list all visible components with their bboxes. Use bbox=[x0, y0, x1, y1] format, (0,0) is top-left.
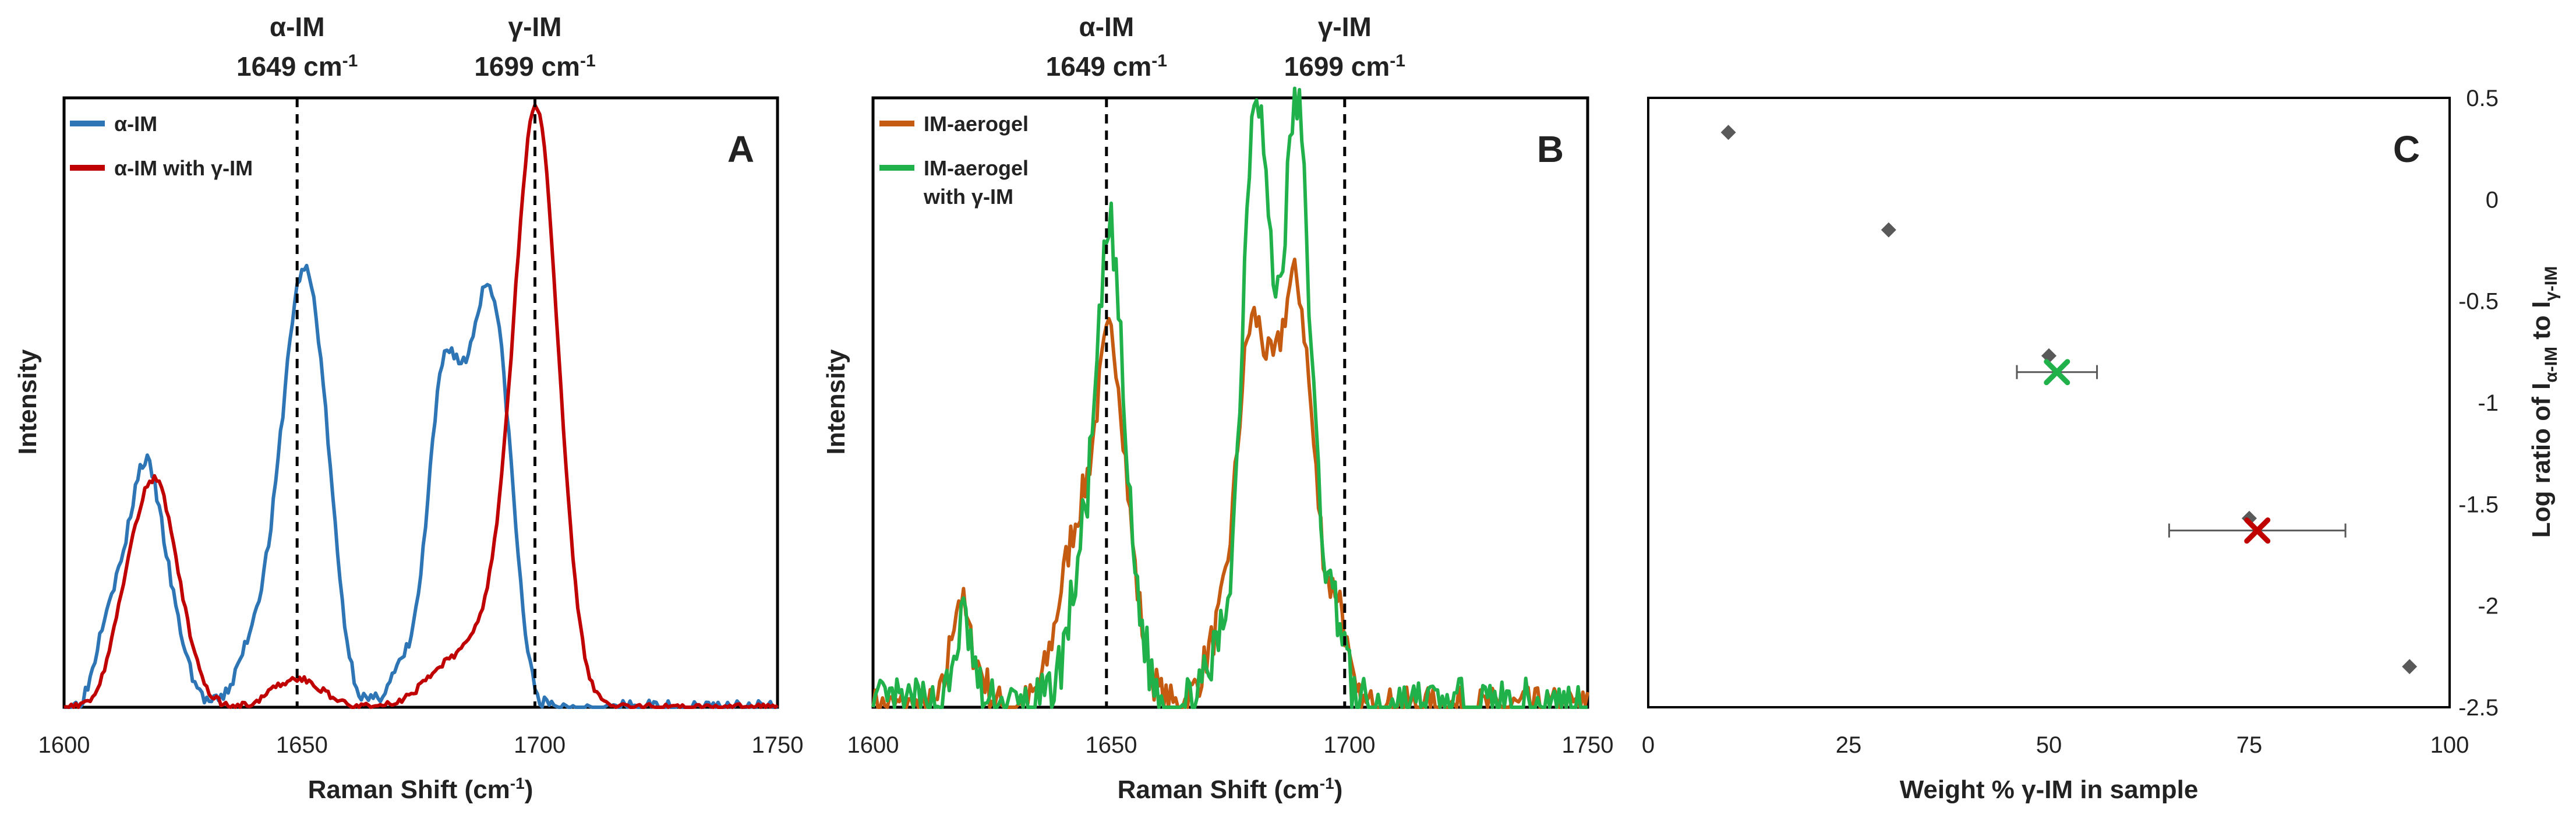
panel-c: 0 25 50 75 100 0.5 0 -0.5 -1 -1.5 -2 -2.5 Weight % … bbox=[1642, 86, 2561, 804]
x-tick-label: 1650 bbox=[276, 732, 328, 758]
sample-point bbox=[2244, 517, 2271, 544]
peak-annotation: α-IM bbox=[1079, 12, 1134, 42]
calibration-point bbox=[2402, 659, 2418, 675]
x-tick-label: 25 bbox=[1836, 732, 1862, 758]
plot-frame bbox=[1647, 97, 2451, 708]
y-tick-label: 0 bbox=[2486, 187, 2499, 213]
series-line bbox=[871, 257, 1589, 709]
x-tick-label: 1750 bbox=[752, 732, 804, 758]
x-tick-label: 1700 bbox=[1324, 732, 1376, 758]
y-tick-label: -2 bbox=[2478, 594, 2499, 619]
peak-annotation: γ-IM bbox=[508, 12, 562, 42]
legend-label: α-IM bbox=[114, 112, 157, 136]
y-tick-label: -1 bbox=[2478, 390, 2499, 416]
legend-label: IM-aerogel bbox=[924, 156, 1029, 180]
x-tick-label: 75 bbox=[2236, 732, 2263, 758]
y-tick-label: -0.5 bbox=[2458, 289, 2499, 315]
plot-frame bbox=[871, 96, 1589, 709]
peak-markers: α-IM 1649 cm-1 γ-IM 1699 cm-1 bbox=[236, 12, 596, 707]
legend: α-IM α-IM with γ-IM bbox=[70, 112, 253, 180]
x-axis-label: Weight % γ-IM in sample bbox=[1900, 775, 2199, 804]
series-line bbox=[63, 103, 779, 709]
plot-frame bbox=[62, 96, 779, 709]
series-line bbox=[64, 263, 778, 709]
legend: IM-aerogel IM-aerogel with γ-IM bbox=[879, 112, 1029, 209]
x-tick-label: 50 bbox=[2036, 732, 2062, 758]
series-line bbox=[871, 86, 1588, 709]
legend-label: with γ-IM bbox=[923, 185, 1013, 209]
panel-label: A bbox=[727, 128, 754, 170]
peak-markers: α-IM 1649 cm-1 γ-IM 1699 cm-1 bbox=[1046, 12, 1405, 707]
y-tick-label: -2.5 bbox=[2458, 695, 2499, 721]
scatter-marks bbox=[1720, 125, 2418, 675]
calibration-point bbox=[1720, 125, 1736, 140]
x-tick-label: 1600 bbox=[38, 732, 90, 758]
x-tick-label: 0 bbox=[1642, 732, 1655, 758]
peak-annotation: γ-IM bbox=[1318, 12, 1372, 42]
y-axis-label: Intensity bbox=[822, 349, 850, 454]
y-tick-label: 0.5 bbox=[2466, 86, 2499, 111]
peak-annotation: 1649 cm-1 bbox=[1046, 51, 1167, 82]
y-axis-label: Log ratio of Iα-IM to Iγ-IM bbox=[2527, 266, 2561, 538]
x-axis-label: Raman Shift (cm-1) bbox=[1118, 774, 1343, 804]
x-tick-label: 1700 bbox=[514, 732, 566, 758]
y-axis-label: Intensity bbox=[13, 349, 42, 454]
x-tick-labels: 1600 1650 1700 1750 bbox=[38, 732, 804, 758]
peak-annotation: 1699 cm-1 bbox=[474, 51, 595, 82]
legend-label: IM-aerogel bbox=[924, 112, 1029, 136]
spectra bbox=[63, 103, 779, 709]
peak-annotation: 1699 cm-1 bbox=[1284, 51, 1405, 82]
legend-label: α-IM with γ-IM bbox=[114, 156, 253, 180]
x-tick-label: 100 bbox=[2430, 732, 2469, 758]
peak-annotation: 1649 cm-1 bbox=[236, 51, 358, 82]
peak-annotation: α-IM bbox=[270, 12, 325, 42]
calibration-point bbox=[1881, 222, 1896, 238]
y-tick-label: -1.5 bbox=[2458, 492, 2499, 517]
panel-label: B bbox=[1537, 128, 1564, 170]
x-axis-label: Raman Shift (cm-1) bbox=[308, 774, 533, 804]
x-tick-label: 1600 bbox=[847, 732, 899, 758]
x-tick-labels: 1600 1650 1700 1750 bbox=[847, 732, 1614, 758]
spectra bbox=[871, 86, 1589, 709]
tick-labels: 0 25 50 75 100 0.5 0 -0.5 -1 -1.5 -2 -2.5 bbox=[1642, 86, 2499, 758]
x-tick-label: 1750 bbox=[1562, 732, 1614, 758]
x-tick-label: 1650 bbox=[1086, 732, 1137, 758]
panel-label: C bbox=[2393, 128, 2420, 170]
sample-point bbox=[2044, 359, 2070, 386]
